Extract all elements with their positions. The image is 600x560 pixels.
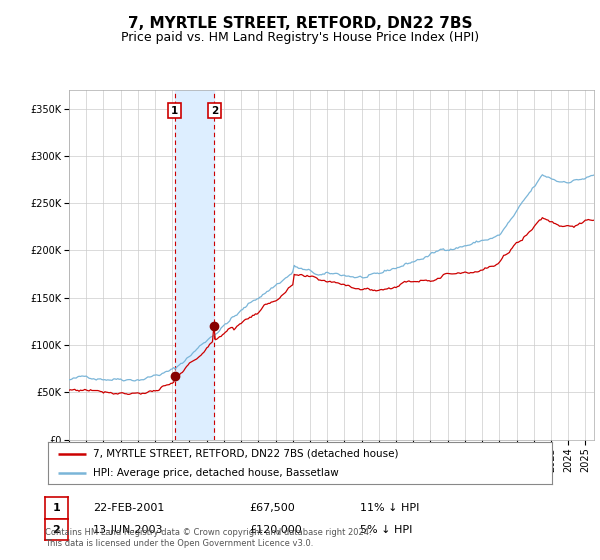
Text: £120,000: £120,000 bbox=[249, 525, 302, 535]
Text: 7, MYRTLE STREET, RETFORD, DN22 7BS (detached house): 7, MYRTLE STREET, RETFORD, DN22 7BS (det… bbox=[94, 449, 399, 459]
Text: 11% ↓ HPI: 11% ↓ HPI bbox=[360, 503, 419, 513]
Text: 7, MYRTLE STREET, RETFORD, DN22 7BS: 7, MYRTLE STREET, RETFORD, DN22 7BS bbox=[128, 16, 472, 31]
Text: HPI: Average price, detached house, Bassetlaw: HPI: Average price, detached house, Bass… bbox=[94, 468, 339, 478]
Text: Price paid vs. HM Land Registry's House Price Index (HPI): Price paid vs. HM Land Registry's House … bbox=[121, 31, 479, 44]
Text: 22-FEB-2001: 22-FEB-2001 bbox=[93, 503, 164, 513]
Text: 1: 1 bbox=[171, 106, 178, 115]
Bar bbox=[175, 90, 214, 440]
Text: 2: 2 bbox=[53, 525, 60, 535]
Text: 5% ↓ HPI: 5% ↓ HPI bbox=[360, 525, 412, 535]
Text: 2: 2 bbox=[211, 106, 218, 115]
Text: £67,500: £67,500 bbox=[249, 503, 295, 513]
Text: 13-JUN-2003: 13-JUN-2003 bbox=[93, 525, 163, 535]
Text: 1: 1 bbox=[53, 503, 60, 513]
Text: Contains HM Land Registry data © Crown copyright and database right 2024.
This d: Contains HM Land Registry data © Crown c… bbox=[45, 528, 371, 548]
